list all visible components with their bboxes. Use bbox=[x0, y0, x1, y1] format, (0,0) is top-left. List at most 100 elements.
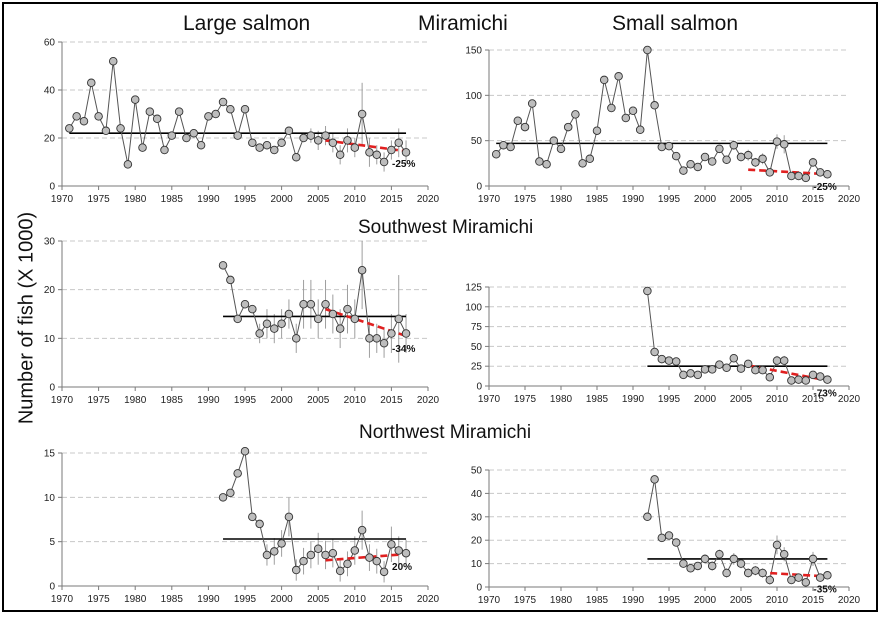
data-point bbox=[736, 152, 746, 162]
data-point bbox=[671, 151, 681, 161]
data-point bbox=[650, 347, 659, 357]
data-point bbox=[277, 319, 286, 328]
x-tick-label: 2015 bbox=[802, 595, 825, 606]
data-point bbox=[657, 142, 667, 152]
x-tick-label: 1975 bbox=[514, 394, 537, 405]
x-tick-label: 1985 bbox=[161, 594, 184, 605]
data-point bbox=[321, 550, 330, 560]
trend-line bbox=[325, 552, 407, 562]
data-point bbox=[758, 365, 767, 375]
data-point bbox=[765, 373, 775, 382]
y-tick-label: 10 bbox=[471, 559, 483, 570]
data-point bbox=[204, 112, 213, 121]
x-tick-label: 2010 bbox=[766, 194, 789, 205]
data-point bbox=[240, 446, 250, 456]
data-point bbox=[218, 493, 228, 502]
data-point bbox=[65, 124, 74, 133]
x-tick-label: 1985 bbox=[161, 395, 184, 406]
data-point bbox=[657, 533, 667, 543]
data-point bbox=[686, 159, 695, 169]
series-line bbox=[495, 49, 828, 179]
data-point bbox=[116, 124, 125, 133]
x-tick-label: 2010 bbox=[344, 594, 367, 605]
data-point bbox=[772, 356, 782, 365]
data-point bbox=[328, 309, 338, 319]
data-point bbox=[787, 575, 796, 585]
data-point bbox=[291, 565, 301, 575]
data-point bbox=[643, 45, 652, 55]
data-point bbox=[571, 110, 580, 119]
data-point bbox=[729, 354, 739, 363]
data-point bbox=[722, 155, 731, 164]
series-line bbox=[646, 479, 828, 584]
data-point bbox=[679, 166, 688, 175]
x-tick-label: 1990 bbox=[197, 194, 220, 205]
x-tick-label: 2000 bbox=[694, 394, 717, 405]
data-point bbox=[643, 512, 652, 522]
data-point bbox=[808, 554, 818, 564]
data-point bbox=[350, 143, 360, 152]
data-point bbox=[765, 575, 775, 585]
data-point bbox=[335, 324, 345, 333]
data-point bbox=[671, 357, 681, 366]
data-point bbox=[262, 319, 272, 328]
x-tick-label: 2000 bbox=[270, 594, 293, 605]
data-point bbox=[226, 104, 235, 114]
x-tick-label: 1985 bbox=[586, 394, 609, 405]
y-tick-label: 20 bbox=[44, 134, 56, 145]
x-tick-label: 2005 bbox=[730, 394, 753, 405]
data-point bbox=[808, 158, 818, 167]
y-tick-label: 10 bbox=[44, 334, 56, 345]
x-tick-label: 2010 bbox=[766, 595, 789, 606]
data-point bbox=[240, 104, 250, 114]
data-point bbox=[262, 140, 272, 150]
y-tick-label: 15 bbox=[44, 449, 56, 460]
percent-change-label: -34% bbox=[392, 344, 415, 355]
data-point bbox=[226, 488, 235, 498]
data-point bbox=[218, 97, 228, 107]
data-point bbox=[160, 145, 169, 155]
x-tick-label: 1970 bbox=[478, 595, 501, 606]
data-point bbox=[211, 109, 220, 119]
data-point bbox=[779, 356, 789, 365]
data-point bbox=[779, 140, 789, 149]
percent-change-label: -35% bbox=[813, 584, 836, 595]
data-point bbox=[715, 549, 724, 559]
data-point bbox=[387, 145, 396, 155]
x-tick-label: 1980 bbox=[550, 595, 573, 606]
data-point bbox=[270, 145, 279, 155]
data-point bbox=[72, 112, 81, 121]
data-point bbox=[299, 300, 308, 309]
chart-southwest-large: 1970 1975 1980 1985 1990 1995 2000 2005 2010 2015… bbox=[44, 237, 440, 407]
data-point bbox=[693, 561, 703, 571]
x-tick-label: 1980 bbox=[550, 194, 573, 205]
x-tick-label: 2000 bbox=[694, 194, 717, 205]
data-point bbox=[722, 363, 731, 373]
data-point bbox=[394, 314, 403, 324]
percent-change-label: -73% bbox=[813, 388, 836, 399]
header-northwest-miramichi: Northwest Miramichi bbox=[359, 422, 532, 443]
chart-miramichi-small: 1970 1975 1980 1985 1990 1995 2000 2005 2010 2015… bbox=[465, 46, 860, 206]
data-point bbox=[174, 107, 184, 116]
data-point bbox=[313, 544, 323, 554]
data-point bbox=[527, 99, 537, 108]
x-tick-label: 2015 bbox=[802, 394, 825, 405]
data-point bbox=[736, 364, 746, 373]
data-point bbox=[650, 101, 659, 110]
x-tick-label: 2010 bbox=[766, 394, 789, 405]
data-point bbox=[284, 309, 294, 319]
y-tick-label: 5 bbox=[49, 537, 55, 548]
x-tick-label: 2005 bbox=[730, 595, 753, 606]
x-tick-label: 1990 bbox=[197, 395, 220, 406]
data-point bbox=[401, 548, 411, 558]
x-tick-label: 2020 bbox=[417, 194, 440, 205]
x-tick-label: 2000 bbox=[270, 395, 293, 406]
data-point bbox=[313, 314, 323, 324]
x-tick-label: 2020 bbox=[838, 194, 861, 205]
data-point bbox=[321, 131, 330, 140]
y-tick-label: 40 bbox=[44, 86, 56, 97]
y-tick-label: 25 bbox=[471, 362, 483, 373]
x-tick-label: 1975 bbox=[87, 194, 110, 205]
data-point bbox=[787, 171, 796, 181]
x-tick-label: 1970 bbox=[51, 395, 74, 406]
